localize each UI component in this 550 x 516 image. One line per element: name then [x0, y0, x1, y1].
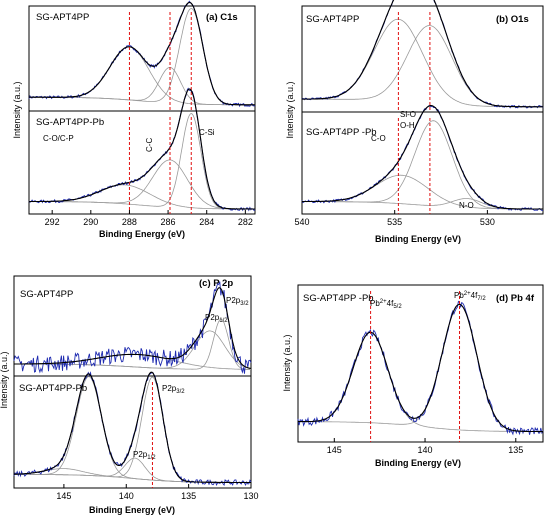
- annot-pb-4f52: Pb2+4f5/2: [370, 299, 402, 310]
- xtick-label-d-2: 135: [508, 445, 523, 455]
- panel-c: SG-APT4PP SG-APT4PP-Pb (c) P 2p P2p1/2 P…: [0, 275, 259, 515]
- panel-b-xlabel: Binding Energy (eV): [375, 234, 461, 244]
- xtick-label-c-0: 145: [56, 491, 71, 501]
- component-peak-b-0-1: [302, 25, 543, 108]
- panel-b-top-label: SG-APT4PP: [306, 14, 359, 25]
- panel-c-bottom-frame: [13, 375, 252, 489]
- raw-spectrum-b-0: [302, 0, 544, 109]
- annot-c-c: C-C: [145, 138, 154, 152]
- panel-a: SG-APT4PP SG-APT4PP-Pb (a) C1s C-O/C-P C…: [12, 0, 256, 239]
- annot-o-h: O-H: [400, 121, 415, 130]
- fit-envelope-a-1: [29, 88, 255, 210]
- panel-c-xlabel: Binding Energy (eV): [89, 505, 175, 515]
- annot-p2p12-bottom: P2p1/2: [133, 450, 156, 461]
- panel-a-xlabel: Binding Energy (eV): [99, 229, 185, 239]
- panel-d-frame: [297, 284, 544, 443]
- component-peak-a-1-2: [29, 113, 255, 210]
- component-peak-b-0-0: [302, 18, 543, 108]
- xtick-label-d-0: 145: [327, 445, 342, 455]
- xtick-label-a-5: 282: [238, 217, 253, 227]
- component-peak-c-0-1: [14, 318, 251, 370]
- panel-c-top-label: SG-APT4PP: [20, 289, 73, 300]
- component-peak-b-1-0: [302, 174, 543, 210]
- annot-c-si: C-Si: [199, 128, 215, 137]
- xtick-label-b-1: 535: [387, 217, 402, 227]
- panel-b-title: (b) O1s: [496, 14, 529, 25]
- panel-b-ylabel: Intensity (a.u.): [285, 81, 295, 138]
- fit-envelope-a-0: [29, 1, 255, 106]
- annot-p2p32-top: P2p3/2: [226, 296, 249, 307]
- panel-a-top-label: SG-APT4PP: [36, 12, 89, 23]
- panel-a-bottom-label: SG-APT4PP-Pb: [36, 117, 104, 128]
- xtick-label-a-4: 284: [199, 217, 214, 227]
- xtick-label-a-0: 292: [45, 217, 60, 227]
- fit-envelope-d-0: [298, 303, 543, 433]
- annot-c-o-c-p: C-O/C-P: [43, 134, 74, 143]
- panel-b: SG-APT4PP SG-APT4PP -Pb (b) O1s C-O Si-O…: [285, 0, 544, 244]
- xtick-label-c-3: 130: [243, 491, 258, 501]
- fit-envelope-c-1: [14, 371, 251, 484]
- annot-pb-4f72: Pb2+4f7/2: [454, 291, 486, 302]
- annot-p2p12-top: P2p1/2: [205, 313, 228, 324]
- component-peak-d-0-1: [298, 303, 543, 432]
- raw-spectrum-c-0: [13, 281, 252, 374]
- xtick-label-a-3: 286: [161, 217, 176, 227]
- xtick-label-b-0: 540: [294, 217, 309, 227]
- panel-c-ylabel: Intensity (a.u.): [0, 351, 9, 408]
- panel-c-bottom-label: SG-APT4PP-Pb: [19, 383, 87, 394]
- annot-n-o: N-O: [459, 201, 474, 210]
- panel-d-title: (d) Pb 4f: [496, 293, 535, 304]
- xtick-label-c-2: 135: [181, 491, 196, 501]
- panel-c-title: (c) P 2p: [199, 278, 233, 289]
- panel-a-ylabel: Intensity (a.u.): [12, 81, 22, 138]
- annot-p2p32-bottom: P2p3/2: [162, 384, 185, 395]
- xtick-label-a-1: 290: [83, 217, 98, 227]
- panel-d: SG-APT4PP -Pb (d) Pb 4f Pb2+4f5/2 Pb2+4f…: [282, 284, 544, 468]
- annot-si-o: Si-O: [400, 110, 416, 119]
- panel-d-top-label: SG-APT4PP -Pb: [303, 293, 374, 304]
- xtick-label-c-1: 140: [119, 491, 134, 501]
- xtick-label-a-2: 288: [122, 217, 137, 227]
- fit-envelope-c-0: [14, 287, 252, 370]
- panel-a-bottom-frame: [28, 110, 256, 215]
- component-peak-a-0-1: [29, 66, 255, 106]
- panel-d-ylabel: Intensity (a.u.): [282, 334, 292, 391]
- xtick-label-d-1: 140: [418, 445, 433, 455]
- panel-a-title: (a) C1s: [206, 12, 238, 23]
- raw-spectrum-b-1: [301, 105, 544, 211]
- fit-envelope-b-0: [302, 0, 543, 108]
- annot-c-o: C-O: [371, 134, 386, 143]
- panel-d-xlabel: Binding Energy (eV): [375, 458, 461, 468]
- component-peak-a-0-0: [29, 46, 255, 106]
- xtick-label-b-2: 530: [480, 217, 495, 227]
- panel-b-bottom-label: SG-APT4PP -Pb: [306, 127, 377, 138]
- fit-envelope-b-1: [302, 105, 543, 210]
